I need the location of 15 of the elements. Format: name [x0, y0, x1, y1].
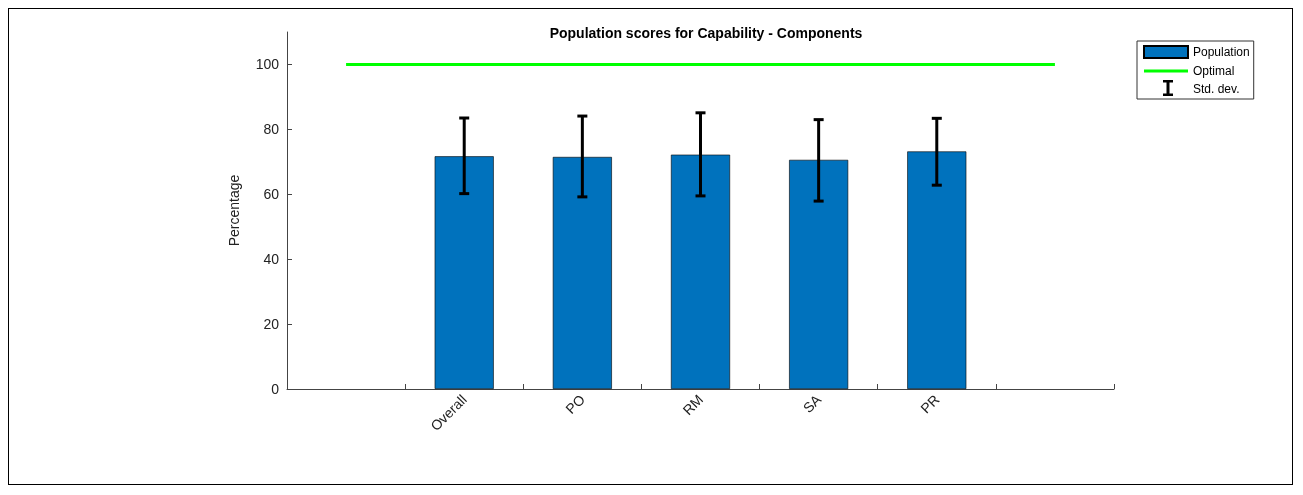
legend-label: Optimal — [1193, 64, 1235, 78]
y-tick-label: 40 — [263, 251, 280, 268]
y-tick-label: 0 — [271, 381, 280, 397]
x-tick-label: RM — [679, 391, 707, 419]
legend-label: Population — [1193, 45, 1250, 59]
y-axis-title: Percentage — [226, 174, 242, 247]
y-tick-label: 60 — [263, 186, 280, 203]
x-tick-label: PO — [562, 391, 589, 417]
y-tick-label: 100 — [255, 56, 280, 73]
chart-title: Population scores for Capability - Components — [549, 25, 863, 41]
y-tick-label: 80 — [263, 121, 280, 138]
x-tick-label: SA — [799, 390, 825, 416]
text: Std. dev. — [1193, 82, 1240, 96]
y-tick-label: 20 — [263, 316, 280, 333]
x-tick-label: PR — [917, 391, 943, 417]
